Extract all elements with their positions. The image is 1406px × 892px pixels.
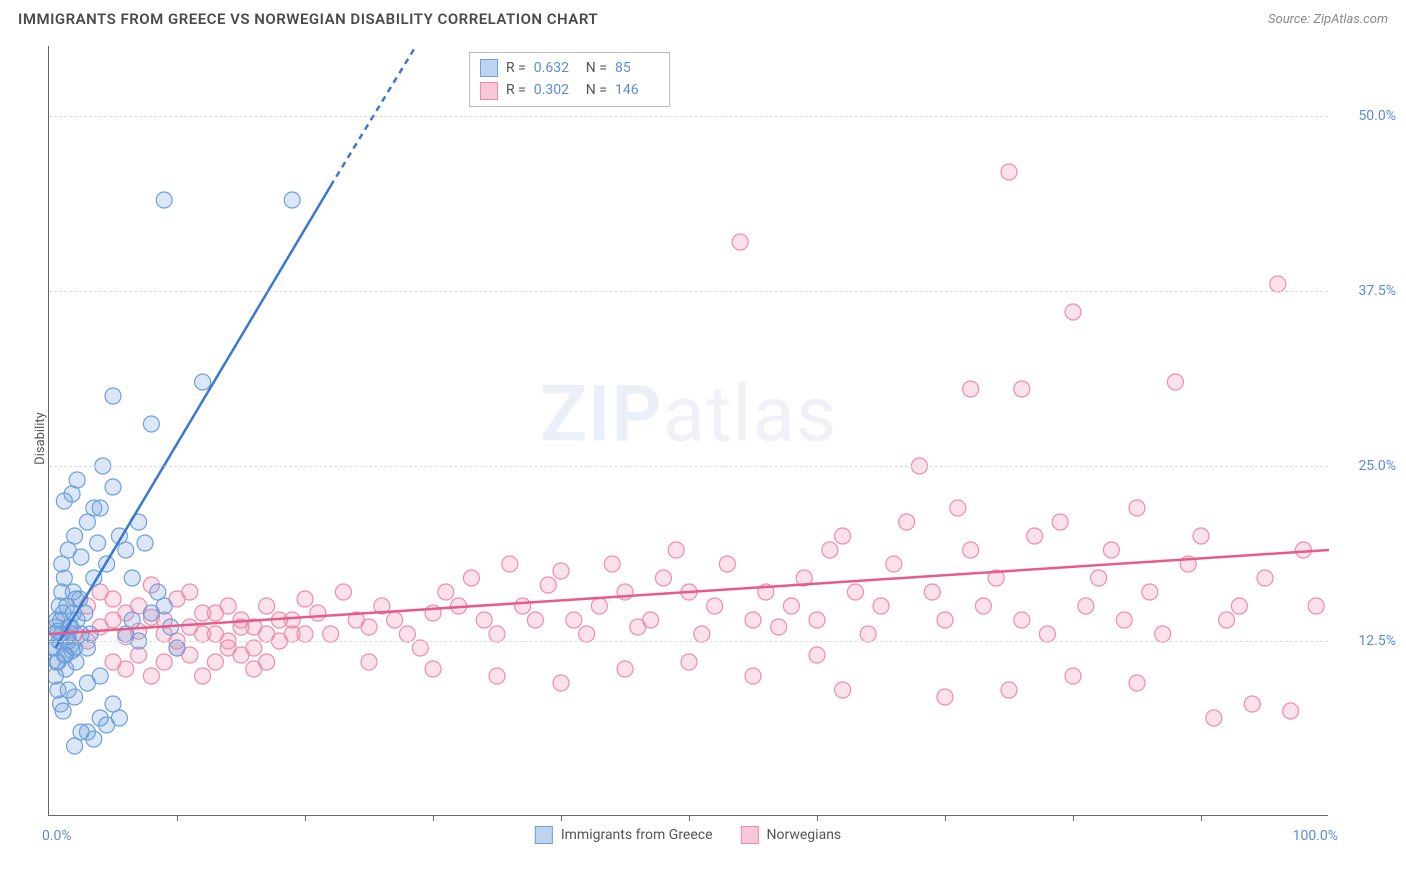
swatch-norwegians: [741, 826, 759, 844]
stats-row-norwegians: R = 0.302 N = 146: [480, 79, 659, 101]
x-tick: [945, 815, 946, 821]
x-axis-min-label: 0.0%: [42, 828, 72, 844]
legend-item-norwegians: Norwegians: [741, 826, 842, 844]
y-tick-label: 12.5%: [1336, 633, 1396, 649]
stats-row-greece: R = 0.632 N = 85: [480, 57, 659, 79]
swatch-norwegians: [480, 82, 498, 100]
bottom-legend: Immigrants from Greece Norwegians: [535, 826, 841, 844]
n-label: N =: [586, 57, 607, 79]
r-value-greece: 0.632: [534, 57, 578, 79]
watermark: ZIPatlas: [540, 370, 837, 461]
x-tick: [433, 815, 434, 821]
x-tick: [817, 815, 818, 821]
gridline-h: [49, 466, 1328, 467]
plot-container: Disability ZIPatlas R = 0.632 N = 85 R =…: [48, 46, 1328, 816]
chart-header: IMMIGRANTS FROM GREECE VS NORWEGIAN DISA…: [0, 0, 1406, 34]
x-tick: [1073, 815, 1074, 821]
swatch-greece: [480, 59, 498, 77]
y-tick-label: 50.0%: [1336, 108, 1396, 124]
x-tick: [689, 815, 690, 821]
x-tick: [177, 815, 178, 821]
r-label: R =: [506, 57, 526, 79]
n-label: N =: [586, 79, 607, 101]
y-tick-label: 37.5%: [1336, 283, 1396, 299]
watermark-part2: atlas: [663, 370, 838, 461]
gridline-h: [49, 116, 1328, 117]
chart-title: IMMIGRANTS FROM GREECE VS NORWEGIAN DISA…: [18, 10, 598, 28]
plot-area: ZIPatlas R = 0.632 N = 85 R = 0.302 N = …: [48, 46, 1328, 816]
source-name: ZipAtlas.com: [1313, 12, 1388, 27]
correlation-stats-box: R = 0.632 N = 85 R = 0.302 N = 146: [469, 52, 670, 107]
legend-item-greece: Immigrants from Greece: [535, 826, 713, 844]
r-value-norwegians: 0.302: [534, 79, 578, 101]
x-tick: [561, 815, 562, 821]
y-tick-label: 25.0%: [1336, 458, 1396, 474]
n-value-greece: 85: [615, 57, 659, 79]
watermark-part1: ZIP: [540, 370, 663, 461]
gridline-h: [49, 291, 1328, 292]
x-tick: [305, 815, 306, 821]
x-tick: [1201, 815, 1202, 821]
r-label: R =: [506, 79, 526, 101]
source-prefix: Source:: [1268, 12, 1313, 27]
legend-label-norwegians: Norwegians: [767, 827, 842, 843]
gridline-h: [49, 641, 1328, 642]
source-attribution: Source: ZipAtlas.com: [1268, 12, 1388, 27]
n-value-norwegians: 146: [615, 79, 659, 101]
x-axis-max-label: 100.0%: [1293, 828, 1338, 844]
swatch-greece: [535, 826, 553, 844]
y-axis-label: Disability: [33, 412, 48, 465]
scatter-svg: [49, 46, 1329, 816]
legend-label-greece: Immigrants from Greece: [561, 827, 713, 843]
